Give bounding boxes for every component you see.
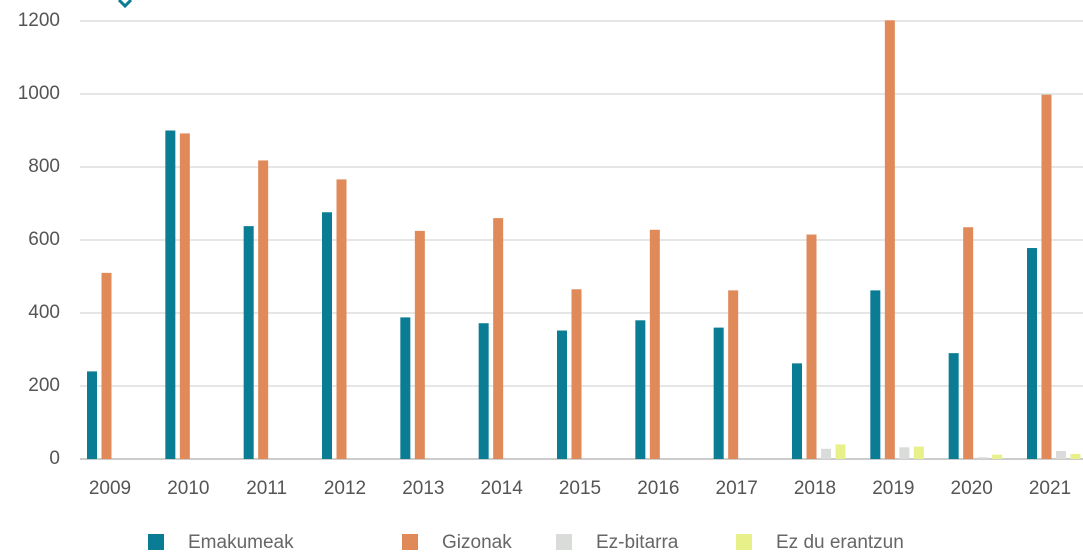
bar xyxy=(806,234,817,459)
x-tick-label: 2015 xyxy=(559,478,601,499)
legend-label: Gizonak xyxy=(442,532,512,553)
bar xyxy=(322,212,332,459)
legend: Emakumeak Gizonak Ez-bitarra Ez du erantzun xyxy=(148,532,904,553)
x-tick-label: 2016 xyxy=(637,478,679,499)
y-tick-label: 600 xyxy=(28,229,60,250)
bar xyxy=(1056,450,1066,459)
bar xyxy=(87,371,97,459)
x-tick-label: 2018 xyxy=(794,478,836,499)
bar xyxy=(792,363,802,459)
bar xyxy=(649,229,660,459)
bar xyxy=(1070,453,1081,459)
bar xyxy=(1041,94,1052,459)
x-tick-label: 2010 xyxy=(167,478,209,499)
bar xyxy=(963,227,974,459)
y-tick-label: 400 xyxy=(28,302,60,323)
bar xyxy=(835,444,846,459)
bar xyxy=(948,353,959,459)
bar xyxy=(1027,248,1037,459)
x-tick-label: 2021 xyxy=(1029,478,1071,499)
legend-swatch xyxy=(736,534,752,550)
bar xyxy=(899,447,910,459)
bar xyxy=(336,179,347,459)
bar xyxy=(258,160,269,459)
y-tick-label: 200 xyxy=(28,375,60,396)
x-tick-label: 2017 xyxy=(716,478,758,499)
bar xyxy=(478,323,489,459)
bar xyxy=(493,218,504,459)
legend-swatch xyxy=(402,534,418,550)
bar xyxy=(713,327,724,459)
bar xyxy=(165,130,176,459)
x-tick-label: 2012 xyxy=(324,478,366,499)
bar xyxy=(400,317,411,459)
bar xyxy=(884,20,895,460)
bar xyxy=(557,330,567,459)
x-tick-label: 2020 xyxy=(951,478,993,499)
x-tick-label: 2013 xyxy=(402,478,444,499)
x-tick-label: 2019 xyxy=(872,478,914,499)
bar xyxy=(821,448,831,459)
bar xyxy=(414,230,425,459)
y-tick-label: 1000 xyxy=(18,83,60,104)
icon xyxy=(117,0,133,9)
bar xyxy=(977,457,988,459)
bar xyxy=(179,133,190,460)
bar xyxy=(913,446,924,459)
legend-label: Ez du erantzun xyxy=(776,532,904,553)
bar xyxy=(728,290,739,459)
x-tick-label: 2009 xyxy=(89,478,131,499)
bar xyxy=(992,454,1003,459)
legend-swatch xyxy=(556,534,572,550)
bar xyxy=(571,289,582,459)
legend-swatch xyxy=(148,534,164,550)
bar xyxy=(101,272,112,459)
y-tick-label: 0 xyxy=(49,448,60,469)
legend-label: Ez-bitarra xyxy=(596,532,679,553)
y-tick-label: 800 xyxy=(28,156,60,177)
legend-label: Emakumeak xyxy=(188,532,294,553)
y-tick-label: 1200 xyxy=(18,10,60,31)
bar xyxy=(870,290,881,459)
x-tick-label: 2014 xyxy=(481,478,524,499)
bar xyxy=(243,226,254,459)
x-tick-label: 2011 xyxy=(246,478,287,499)
bar xyxy=(635,320,646,459)
